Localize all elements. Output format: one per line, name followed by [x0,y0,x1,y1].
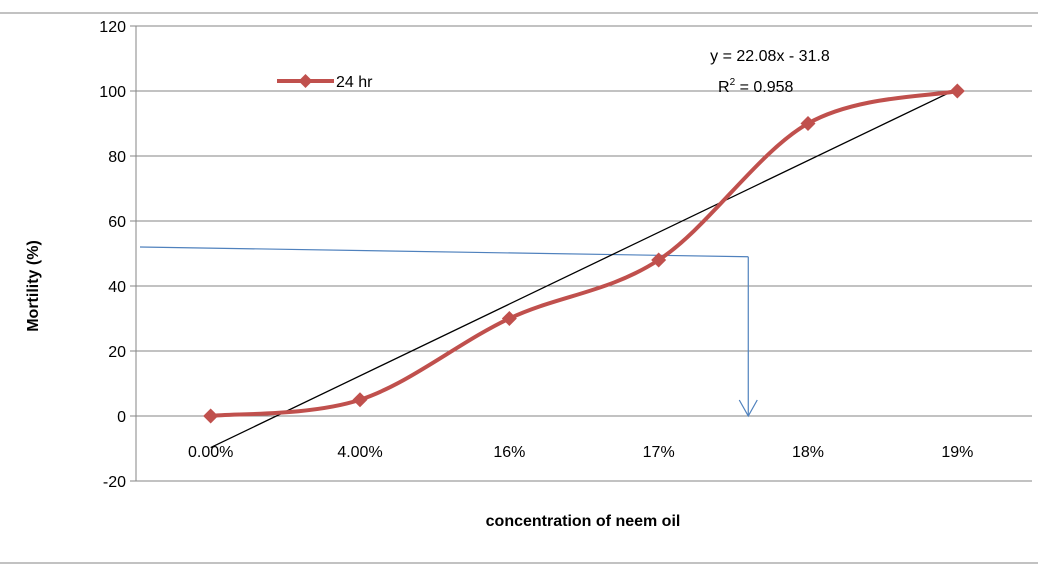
y-tick-label: 80 [108,149,126,166]
trendline-group [210,88,958,449]
r-squared-superscript: 2 [730,77,736,88]
x-tick-label: 0.00% [188,444,233,461]
data-point-marker [651,252,667,268]
x-tick-label: 4.00% [337,444,382,461]
reference-horizontal-line [139,246,749,258]
series-group [203,83,965,424]
y-tick-label: 100 [99,84,126,101]
x-tick-label: 19% [941,444,973,461]
data-point-marker [203,408,219,424]
r-squared-value: = 0.958 [735,79,793,96]
legend-marker-swatch [298,74,313,88]
y-tick-label: 60 [108,214,126,231]
data-point-marker [949,83,965,99]
x-tick-label: 18% [792,444,824,461]
y-tick-label: 0 [117,409,126,426]
r-squared-prefix: R [718,79,730,96]
data-point-marker [352,392,368,408]
y-tick-label: 20 [108,344,126,361]
data-point-marker [501,311,517,326]
trendline [210,88,958,449]
y-tick-label: -20 [103,474,126,491]
labels: -20 0 20 40 60 80 100 120 0.00% 4.00% 16% 17% 18% 19% [99,19,973,491]
reference-arrowhead [738,399,758,418]
data-point-marker [800,116,816,131]
axes [0,12,1038,564]
x-axis-title: concentration of neem oil [486,513,681,530]
x-tick-label: 17% [643,444,675,461]
y-axis-title: Mortility (%) [25,240,42,332]
reference-lines [139,246,758,418]
legend-label: 24 hr [336,74,373,91]
legend: 24 hr [277,74,373,91]
gridlines [136,25,1032,482]
y-tick-label: 40 [108,279,126,296]
trendline-equation: y = 22.08x - 31.8 [710,48,830,65]
r-squared-label: R2 = 0.958 [718,77,794,96]
series-line [210,89,958,418]
x-tick-label: 16% [493,444,525,461]
y-tick-label: 120 [99,19,126,36]
